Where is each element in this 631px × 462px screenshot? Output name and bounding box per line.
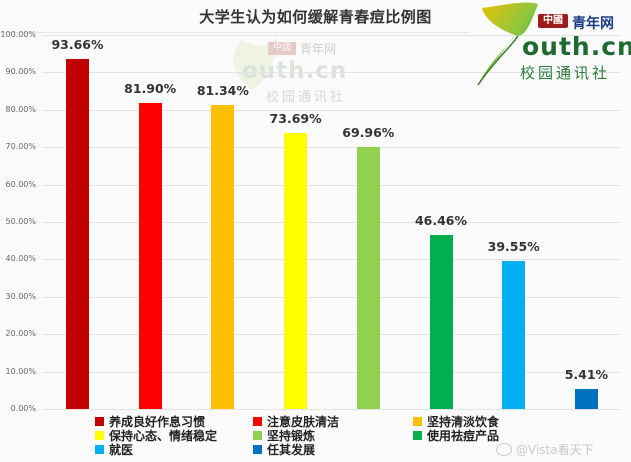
bar-1: [66, 58, 89, 409]
bar-value-label: 73.69%: [269, 111, 322, 127]
legend-label: 养成良好作息习惯: [109, 415, 206, 429]
legend-label: 就医: [109, 443, 134, 457]
youth-cn-logo: 中國 青年网 outh.cn 校园通讯社: [470, 0, 631, 90]
ginkgo-leaf-icon: [477, 2, 538, 86]
gridline: [42, 334, 620, 336]
legend-item: 养成良好作息习惯: [95, 413, 205, 430]
bar-value-label: 81.90%: [124, 80, 177, 96]
gridline: [42, 409, 620, 410]
bar-6: [429, 235, 453, 409]
gridline: [42, 72, 620, 74]
gridline: [42, 147, 620, 149]
title-divider: [0, 32, 470, 33]
y-tick-label: 60.00%: [5, 179, 36, 189]
y-tick-label: 80.00%: [5, 104, 36, 114]
bar-value-label: 81.34%: [196, 82, 249, 98]
y-tick-label: 90.00%: [5, 67, 36, 77]
gridline: [42, 259, 620, 261]
gridline: [42, 35, 620, 36]
y-tick-label: 10.00%: [5, 366, 36, 376]
bar-value-label: 93.66%: [51, 36, 104, 52]
legend-swatch: [253, 417, 262, 426]
gridline: [42, 109, 620, 111]
bar-4: [284, 133, 308, 409]
legend-label: 任其发展: [267, 443, 316, 457]
legend-item: 保持心态、情绪稳定: [95, 427, 217, 444]
legend-item: 就医: [95, 441, 133, 458]
legend-swatch: [413, 417, 422, 426]
bar-5: [356, 147, 380, 409]
y-tick-label: 100.00%: [0, 30, 36, 39]
leaf-icon: [233, 37, 277, 90]
y-tick-label: 50.00%: [5, 217, 36, 226]
bar-7: [502, 261, 526, 409]
logo-subtitle: 校园通讯社: [520, 64, 611, 82]
legend-label: 使用祛痘产品: [427, 429, 500, 443]
weibo-icon: [496, 443, 512, 456]
legend-item: 任其发展: [253, 441, 315, 458]
bar-value-label: 5.41%: [564, 366, 609, 382]
legend-label: 注意皮肤清洁: [267, 415, 340, 429]
legend-label: 保持心态、情绪稳定: [109, 429, 218, 443]
bar-8: [574, 388, 598, 409]
legend-item: 注意皮肤清洁: [253, 413, 339, 430]
chart-title: 大学生认为如何缓解青春痘比例图: [199, 8, 432, 26]
legend-swatch: [95, 431, 104, 440]
bar-value-label: 46.46%: [414, 213, 468, 229]
logo-domain: outh.cn: [522, 32, 631, 61]
y-tick-label: 0.00%: [10, 404, 36, 413]
watermark-name: 青年网: [300, 42, 337, 56]
weibo-watermark-text: @Vista看天下: [516, 443, 594, 457]
legend-swatch: [253, 445, 262, 454]
gridline: [42, 371, 620, 373]
legend-swatch: [95, 417, 104, 426]
gridline: [42, 184, 620, 186]
legend-swatch: [95, 445, 104, 454]
legend-swatch: [253, 431, 262, 440]
logo-badge: 中國: [538, 14, 568, 28]
y-tick-label: 20.00%: [5, 329, 36, 339]
watermark-domain: outh.cn: [242, 58, 348, 84]
watermark-subtitle: 校园通讯社: [266, 90, 347, 105]
legend-label: 坚持清淡饮食: [427, 415, 500, 429]
y-tick-label: 70.00%: [5, 142, 36, 152]
weibo-watermark: @Vista看天下: [496, 441, 594, 458]
logo-name: 青年网: [572, 16, 614, 32]
watermark-badge: 中國: [268, 42, 296, 55]
y-tick-label: 30.00%: [5, 291, 36, 301]
gridline: [42, 296, 620, 298]
bar-value-label: 69.96%: [342, 125, 395, 141]
legend-swatch: [413, 431, 422, 440]
legend-label: 坚持锻炼: [267, 429, 316, 443]
bar-3: [211, 104, 235, 409]
legend-item: 坚持锻炼: [253, 427, 315, 444]
legend-item: 坚持清淡饮食: [413, 413, 499, 430]
y-tick-label: 40.00%: [5, 254, 36, 264]
bar-2: [138, 102, 162, 409]
bar-value-label: 39.55%: [487, 239, 540, 255]
gridline: [42, 222, 620, 223]
legend-item: 使用祛痘产品: [413, 427, 499, 444]
